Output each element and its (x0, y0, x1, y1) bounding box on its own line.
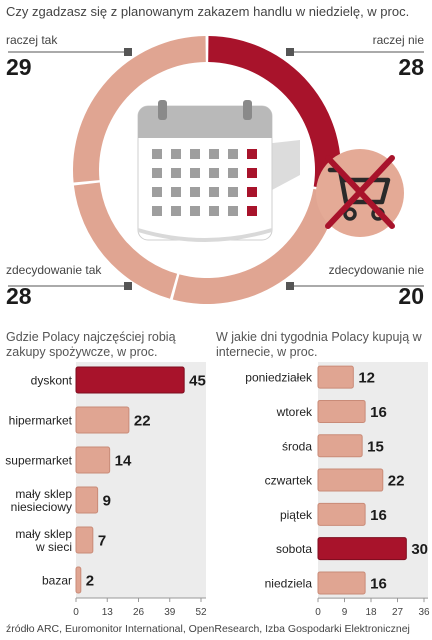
leader-lines (8, 48, 424, 290)
days-bar-chart: poniedziałek 12 wtorek 16 środa 15 czwartek 22 p… (245, 362, 430, 618)
value-label: 14 (115, 453, 132, 470)
value-label: 15 (367, 438, 384, 455)
label-zdecydowanie-nie: zdecydowanie nie (328, 263, 424, 277)
calendar-day (228, 149, 238, 159)
value-label: 30 (411, 541, 428, 558)
category-label: niedziela (265, 576, 313, 590)
donut-slice-zdecydowanie-nie (73, 182, 178, 299)
x-tick-label: 36 (418, 607, 430, 618)
x-tick-label: 26 (133, 607, 145, 618)
calendar-day (152, 206, 162, 216)
value-label: 16 (370, 575, 387, 592)
calendar-day (171, 187, 181, 197)
x-tick-label: 0 (73, 607, 79, 618)
calendar-icon (137, 100, 300, 242)
value-raczej-tak: 29 (6, 54, 32, 80)
value-label: 12 (358, 370, 375, 387)
calendar-day (247, 206, 257, 216)
category-label: środa (282, 439, 312, 453)
calendar-day (209, 149, 219, 159)
category-label: bazar (42, 574, 72, 588)
plot-background (76, 362, 206, 598)
category-label: sobota (276, 542, 312, 556)
days-chart-title: W jakie dni tygodnia Polacy kupują w int… (216, 330, 422, 359)
value-zdecydowanie-nie: 20 (398, 283, 424, 309)
value-label: 22 (134, 413, 151, 430)
label-zdecydowanie-tak: zdecydowanie tak (6, 263, 102, 277)
category-label: mały sklep niesieciowy (11, 487, 73, 514)
calendar-day (152, 168, 162, 178)
calendar-day (190, 168, 200, 178)
value-label: 2 (86, 573, 94, 590)
x-tick-label: 9 (342, 607, 348, 618)
calendar-day (171, 149, 181, 159)
x-tick-label: 0 (315, 607, 321, 618)
donut-chart (8, 36, 424, 304)
calendar-day (209, 206, 219, 216)
category-label: wtorek (276, 405, 313, 419)
crossed-shopping-cart-icon (316, 149, 404, 237)
value-label: 9 (103, 493, 111, 510)
source-note: źródło ARC, Euromonitor International, O… (6, 623, 410, 635)
bar-dyskont (75, 366, 185, 394)
calendar-day (247, 168, 257, 178)
bar-sobota (317, 537, 407, 561)
value-label: 45 (189, 373, 206, 390)
value-zdecydowanie-tak: 28 (6, 283, 32, 309)
calendar-day (228, 168, 238, 178)
bar-piątek (317, 502, 366, 526)
bar-niedziela (317, 571, 366, 595)
bar-mały-sklep-w-sieci (75, 526, 94, 554)
calendar-day (247, 187, 257, 197)
calendar-day (190, 206, 200, 216)
x-tick-label: 18 (365, 607, 377, 618)
category-label: hipermarket (9, 414, 73, 428)
bar-poniedziałek (317, 365, 354, 389)
calendar-day (171, 206, 181, 216)
calendar-day (152, 149, 162, 159)
chart-title: Czy zgadzasz się z planowanym zakazem ha… (6, 4, 410, 19)
label-raczej-nie: raczej nie (372, 33, 424, 47)
bar-hipermarket (75, 406, 130, 434)
value-label: 7 (98, 533, 106, 550)
calendar-day (209, 168, 219, 178)
bar-bazar (75, 566, 82, 594)
calendar-day (228, 187, 238, 197)
value-label: 16 (370, 404, 387, 421)
shops-bar-chart: dyskont 45 hipermarket 22 supermarket 14 mały … (5, 362, 207, 618)
x-tick-label: 13 (102, 607, 114, 618)
calendar-day (228, 206, 238, 216)
shops-chart-title: Gdzie Polacy najczęściej robią zakupy sp… (6, 330, 176, 359)
label-raczej-tak: raczej tak (6, 33, 58, 47)
calendar-day (190, 187, 200, 197)
category-label: mały sklep w sieci (15, 527, 72, 554)
bar-środa (317, 434, 363, 458)
category-label: supermarket (5, 454, 72, 468)
bar-czwartek (317, 468, 384, 492)
value-raczej-nie: 28 (398, 54, 424, 80)
bar-wtorek (317, 399, 366, 423)
calendar-grid (152, 149, 257, 216)
category-label: dyskont (31, 374, 73, 388)
x-tick-label: 52 (195, 607, 207, 618)
x-tick-label: 39 (164, 607, 176, 618)
calendar-day (171, 168, 181, 178)
value-label: 22 (388, 473, 405, 490)
bar-mały-sklep-niesieciowy (75, 486, 99, 514)
category-label: czwartek (265, 474, 313, 488)
donut-slice-zdecydowanie-tak (73, 36, 206, 183)
x-tick-label: 27 (392, 607, 404, 618)
calendar-day (190, 149, 200, 159)
category-label: piątek (280, 508, 313, 522)
value-label: 16 (370, 507, 387, 524)
bar-supermarket (75, 446, 111, 474)
category-label: poniedziałek (245, 371, 313, 385)
calendar-day (152, 187, 162, 197)
calendar-day (209, 187, 219, 197)
calendar-day (247, 149, 257, 159)
